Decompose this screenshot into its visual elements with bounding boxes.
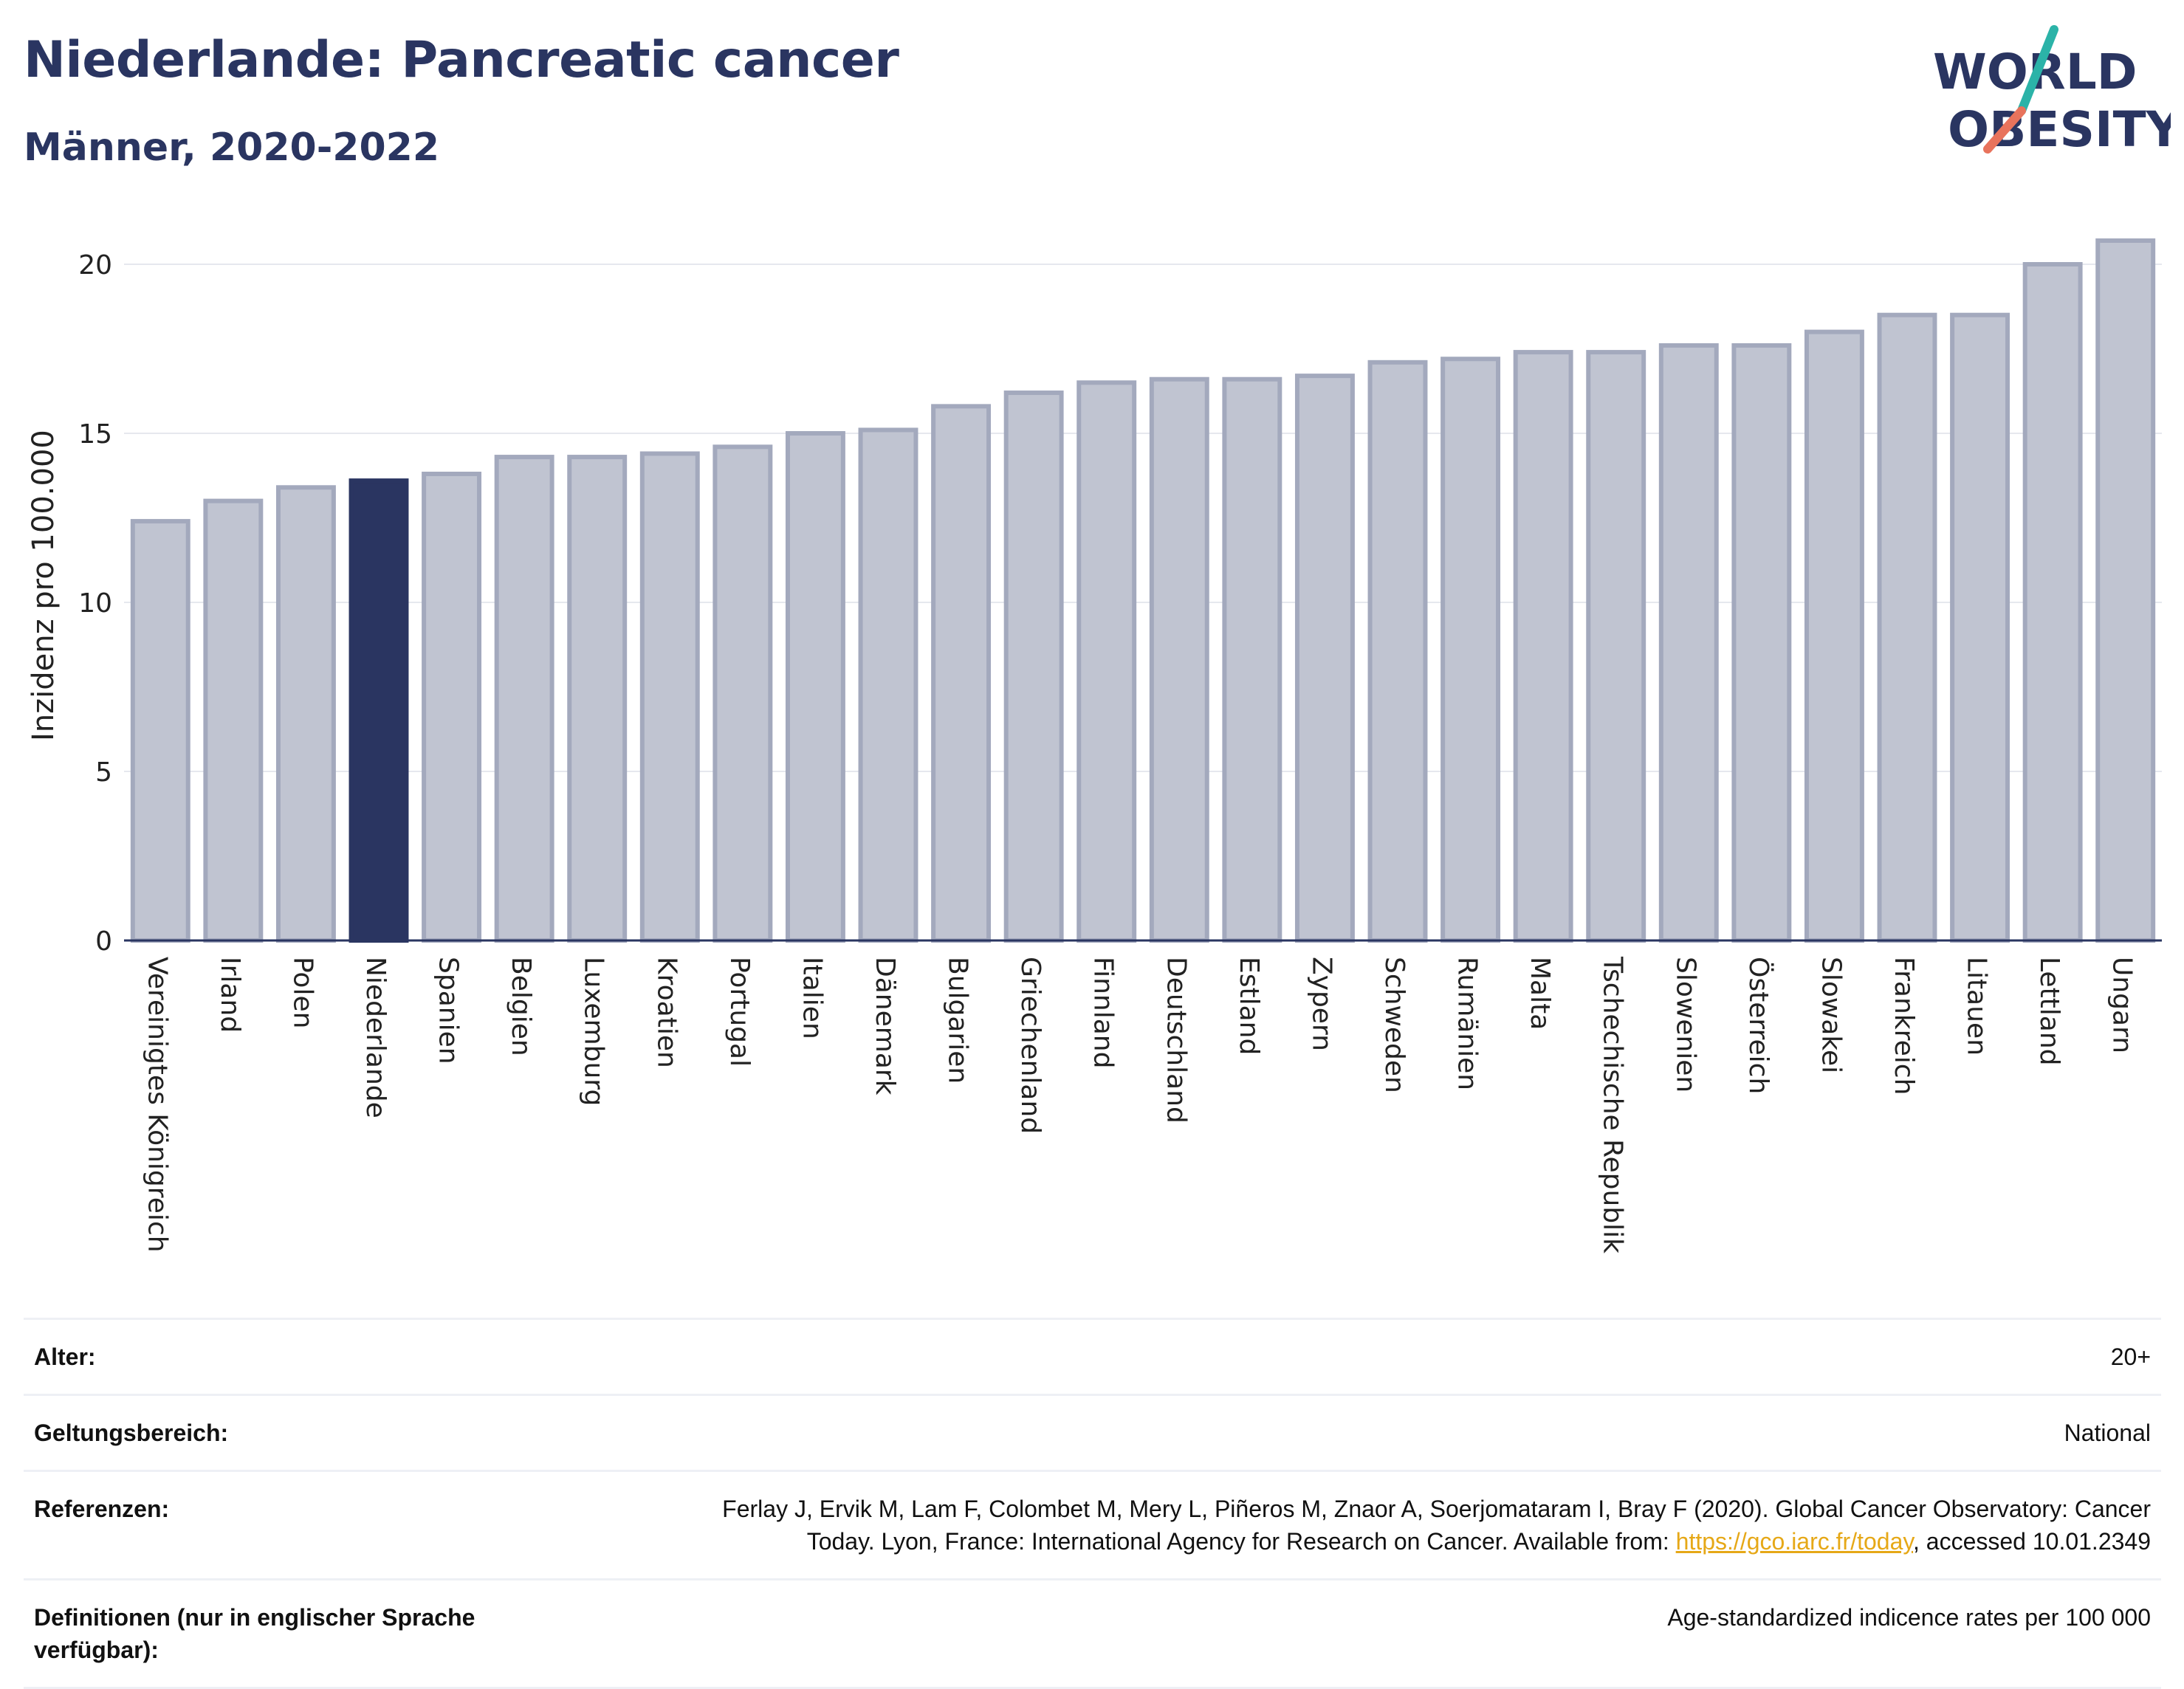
info-row-references: Referenzen: Ferlay J, Ervik M, Lam F, Co… [24,1470,2161,1578]
y-tick-label: 0 [95,926,112,957]
x-tick-label: Niederlande [360,957,391,1118]
y-axis-ticks: 0 5 10 15 20 [78,250,112,957]
x-tick-label: Deutschland [1161,957,1191,1124]
logo-text-obesity: OBESITY [1948,101,2171,158]
x-tick-label: Slowenien [1670,957,1700,1093]
bar[interactable] [1294,374,1355,943]
x-tick-label: Zypern [1306,957,1336,1051]
bar[interactable] [712,444,773,943]
logo-slash-teal [2017,25,2058,115]
x-tick-label: Litauen [1962,957,1992,1056]
bar[interactable] [1731,343,1792,943]
x-tick-label: Rumänien [1452,957,1483,1090]
info-row-definitions: Definitionen (nur in englischer Sprache … [24,1578,2161,1689]
x-tick-label: Schweden [1379,957,1409,1093]
info-value-references: Ferlay J, Ervik M, Lam F, Colombet M, Me… [551,1493,2151,1558]
info-row-age: Alter: 20+ [24,1318,2161,1394]
info-table: Alter: 20+ Geltungsbereich: National Ref… [24,1318,2161,1689]
bars [130,238,2156,943]
x-tick-label: Lettland [2034,957,2064,1066]
x-tick-label: Österreich [1743,957,1774,1094]
bar[interactable] [1149,376,1209,943]
bar[interactable] [567,455,628,943]
x-tick-label: Spanien [433,957,464,1064]
x-tick-label: Tschechische Republik [1598,956,1628,1253]
bar[interactable] [1658,343,1719,943]
x-tick-label: Griechenland [1015,957,1045,1134]
x-tick-label: Vereinigtes Königreich [142,957,172,1253]
bar[interactable] [1367,360,1428,943]
bar[interactable] [2022,262,2083,943]
bar[interactable] [130,519,190,943]
info-value-scope: National [2064,1420,2151,1446]
reference-line-2: Today. Lyon, France: International Agenc… [551,1525,2151,1558]
info-value-age: 20+ [2110,1344,2151,1370]
y-tick-label: 5 [95,757,112,788]
info-row-scope: Geltungsbereich: National [24,1394,2161,1470]
bar[interactable] [1076,380,1137,943]
bar[interactable] [2095,238,2156,943]
chart-subtitle: Männer, 2020-2022 [24,125,440,170]
bar[interactable] [494,455,554,943]
bar[interactable] [1440,357,1501,943]
x-tick-label: Malta [1525,957,1555,1030]
bar[interactable] [422,471,482,943]
info-label-scope: Geltungsbereich: [34,1420,229,1446]
x-tick-label: Kroatien [651,957,681,1068]
x-tick-label: Ungarn [2107,957,2137,1053]
x-tick-label: Frankreich [1889,957,1919,1095]
bar[interactable] [931,404,992,943]
x-tick-label: Slowakei [1816,957,1846,1073]
bar[interactable] [1877,312,1937,943]
x-tick-label: Luxemburg [579,957,609,1106]
bar-chart: 0 5 10 15 20 Vereinigtes Königreich Irland Pol… [27,238,2162,1253]
y-tick-label: 15 [78,419,112,450]
bar[interactable] [1950,312,2010,943]
bar[interactable] [348,478,409,943]
reference-line-2-pre: Today. Lyon, France: International Agenc… [806,1528,1676,1555]
bar[interactable] [203,498,264,943]
x-tick-label: Estland [1234,957,1264,1055]
info-label-age: Alter: [34,1344,96,1370]
bar[interactable] [858,427,918,943]
logo-slash-coral [1983,106,2026,154]
bar[interactable] [1513,350,1573,943]
bar[interactable] [1586,350,1646,943]
x-tick-label: Polen [287,957,317,1028]
x-axis-labels: Vereinigtes Königreich Irland Polen Niederl… [142,956,2137,1253]
info-label-definitions: Definitionen (nur in englischer Sprache … [34,1604,475,1663]
x-tick-label: Italien [797,957,827,1039]
chart-title: Niederlande: Pancreatic cancer [24,31,899,89]
reference-line-1: Ferlay J, Ervik M, Lam F, Colombet M, Me… [722,1496,2151,1522]
bar[interactable] [1003,391,1064,943]
bar[interactable] [1804,329,1864,943]
info-label-references: Referenzen: [34,1496,170,1522]
bar[interactable] [639,451,700,943]
y-tick-label: 10 [78,588,112,619]
x-tick-label: Bulgarien [943,957,973,1084]
y-axis-label: Inzidenz pro 100.000 [27,430,61,741]
x-tick-label: Portugal [724,957,755,1067]
y-tick-label: 20 [78,250,112,281]
x-tick-label: Dänemark [870,957,900,1095]
x-tick-label: Finnland [1088,957,1119,1068]
reference-line-2-post: , accessed 10.01.2349 [1912,1528,2151,1555]
bar[interactable] [275,485,336,943]
bar[interactable] [1222,376,1282,943]
info-value-definitions: Age-standardized indicence rates per 100… [1667,1604,2151,1631]
x-tick-label: Irland [215,957,245,1033]
reference-link[interactable]: https://gco.iarc.fr/today [1675,1528,1913,1555]
bar[interactable] [785,431,845,943]
world-obesity-logo: WORLD OBESITY [1933,25,2171,158]
x-tick-label: Belgien [506,957,536,1056]
